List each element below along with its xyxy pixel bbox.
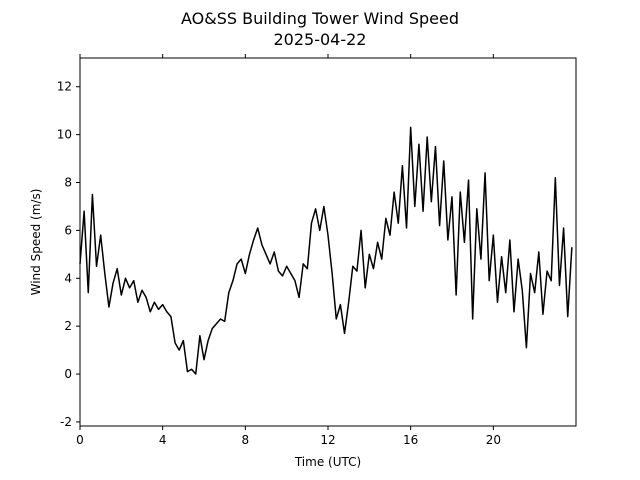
y-tick-label: 0 [64, 367, 72, 381]
x-tick-label: 4 [159, 433, 167, 447]
x-tick-label: 20 [486, 433, 501, 447]
x-tick-label: 12 [320, 433, 335, 447]
y-tick-label: -2 [60, 415, 72, 429]
y-tick-label: 10 [57, 128, 72, 142]
x-tick-label: 0 [76, 433, 84, 447]
y-tick-label: 6 [64, 223, 72, 237]
y-tick-label: 4 [64, 271, 72, 285]
plot-frame [79, 57, 577, 427]
chart-subtitle: 2025-04-22 [274, 30, 367, 49]
y-tick-label: 2 [64, 319, 72, 333]
x-axis-label: Time (UTC) [294, 455, 361, 469]
x-tick-label: 16 [403, 433, 418, 447]
wind-speed-line [79, 126, 573, 375]
y-tick-label: 12 [57, 80, 72, 94]
chart-title: AO&SS Building Tower Wind Speed [181, 9, 459, 28]
x-tick-label: 8 [242, 433, 250, 447]
y-axis-label: Wind Speed (m/s) [29, 189, 43, 296]
y-tick-label: 8 [64, 176, 72, 190]
